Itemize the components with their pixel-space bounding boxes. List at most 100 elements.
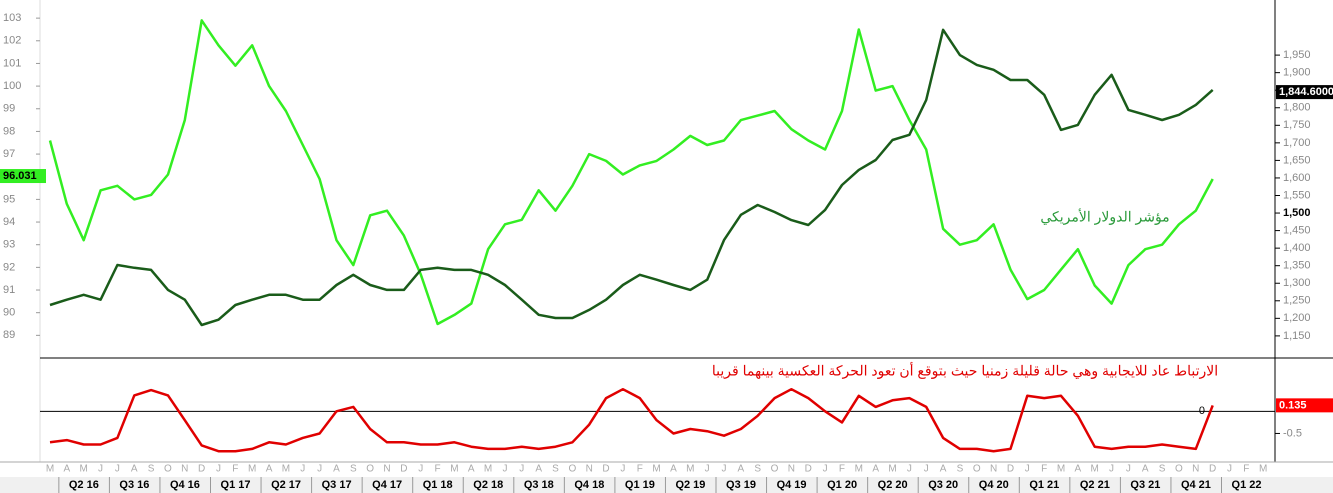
value-marker bbox=[1276, 398, 1333, 413]
y-tick-label: 102 bbox=[3, 35, 21, 47]
month-label: A bbox=[64, 464, 71, 475]
y2-tick-label: 1,150 bbox=[1283, 330, 1311, 342]
y-tick-label: 103 bbox=[3, 12, 21, 24]
value-marker-label: 0.135 bbox=[1279, 399, 1307, 411]
y-tick-label: 90 bbox=[3, 307, 15, 319]
month-label: M bbox=[888, 464, 896, 475]
month-label: A bbox=[535, 464, 542, 475]
quarter-label: Q3 20 bbox=[928, 479, 958, 491]
month-label: J bbox=[1109, 464, 1114, 475]
quarter-label: Q4 21 bbox=[1181, 479, 1211, 491]
month-label: N bbox=[788, 464, 795, 475]
month-label: O bbox=[1175, 464, 1183, 475]
month-label: J bbox=[115, 464, 120, 475]
y2-tick-label: 1,800 bbox=[1283, 102, 1311, 114]
month-label: M bbox=[282, 464, 290, 475]
month-label: J bbox=[418, 464, 423, 475]
month-label: S bbox=[552, 464, 559, 475]
y-tick-label: 91 bbox=[3, 284, 15, 296]
y2-tick-label: 1,700 bbox=[1283, 137, 1311, 149]
quarter-strip bbox=[0, 477, 1333, 493]
y2-tick-label: 1,550 bbox=[1283, 189, 1311, 201]
series-line bbox=[49, 28, 1214, 327]
month-label: J bbox=[1025, 464, 1030, 475]
quarter-label: Q3 18 bbox=[524, 479, 554, 491]
value-marker bbox=[1276, 85, 1333, 100]
value-marker-label: 96.031 bbox=[3, 170, 37, 182]
month-label: S bbox=[350, 464, 357, 475]
quarter-label: Q3 19 bbox=[726, 479, 756, 491]
month-label: F bbox=[637, 464, 643, 475]
y-tick-label: 98 bbox=[3, 125, 15, 137]
month-label: J bbox=[216, 464, 221, 475]
quarter-label: Q1 22 bbox=[1232, 479, 1262, 491]
quarter-label: Q3 17 bbox=[322, 479, 352, 491]
y2-tick-label: 1,900 bbox=[1283, 67, 1311, 79]
y-tick-label: 89 bbox=[3, 329, 15, 341]
month-label: J bbox=[1227, 464, 1232, 475]
month-label: J bbox=[705, 464, 710, 475]
y2-tick-label: 1,400 bbox=[1283, 242, 1311, 254]
y-tick-label: -0.5 bbox=[1283, 427, 1302, 439]
month-label: M bbox=[80, 464, 88, 475]
month-label: N bbox=[990, 464, 997, 475]
quarter-label: Q4 16 bbox=[170, 479, 200, 491]
series-line bbox=[49, 387, 1214, 453]
month-label: S bbox=[957, 464, 964, 475]
month-label: M bbox=[652, 464, 660, 475]
quarter-label: Q4 19 bbox=[777, 479, 807, 491]
y2-tick-label: 1,950 bbox=[1283, 49, 1311, 61]
month-label: J bbox=[907, 464, 912, 475]
month-label: A bbox=[872, 464, 879, 475]
value-marker bbox=[0, 169, 46, 184]
y-tick-label: 92 bbox=[3, 261, 15, 273]
month-label: A bbox=[266, 464, 273, 475]
quarter-label: Q1 18 bbox=[423, 479, 453, 491]
quarter-label: Q2 21 bbox=[1080, 479, 1110, 491]
month-label: D bbox=[400, 464, 407, 475]
value-marker-label: 1,844.6000 bbox=[1279, 86, 1333, 98]
month-label: J bbox=[823, 464, 828, 475]
month-label: D bbox=[198, 464, 205, 475]
month-label: F bbox=[232, 464, 238, 475]
quarter-label: Q2 18 bbox=[473, 479, 503, 491]
month-label: M bbox=[450, 464, 458, 475]
month-label: A bbox=[131, 464, 138, 475]
quarter-label: Q3 21 bbox=[1130, 479, 1160, 491]
month-label: F bbox=[434, 464, 440, 475]
month-label: A bbox=[738, 464, 745, 475]
annotation: الارتباط عاد للايجابية وهي حالة قليلة زم… bbox=[712, 361, 1218, 380]
month-label: J bbox=[502, 464, 507, 475]
month-label: N bbox=[586, 464, 593, 475]
month-label: J bbox=[722, 464, 727, 475]
quarter-label: Q1 21 bbox=[1029, 479, 1059, 491]
month-label: F bbox=[1041, 464, 1047, 475]
month-label: J bbox=[317, 464, 322, 475]
month-label: D bbox=[1209, 464, 1216, 475]
month-label: J bbox=[300, 464, 305, 475]
month-label: O bbox=[973, 464, 981, 475]
month-label: J bbox=[924, 464, 929, 475]
month-label: O bbox=[164, 464, 172, 475]
month-label: F bbox=[1243, 464, 1249, 475]
quarter-label: Q1 20 bbox=[827, 479, 857, 491]
series-line bbox=[48, 19, 1214, 326]
month-label: F bbox=[839, 464, 845, 475]
month-label: M bbox=[248, 464, 256, 475]
y2-tick-label: 1,450 bbox=[1283, 225, 1311, 237]
y-tick-label: 97 bbox=[3, 148, 15, 160]
y-tick-label: 101 bbox=[3, 57, 21, 69]
quarter-label: Q2 19 bbox=[675, 479, 705, 491]
quarter-label: Q4 17 bbox=[372, 479, 402, 491]
quarter-label: Q2 20 bbox=[878, 479, 908, 491]
y-tick-label: 95 bbox=[3, 193, 15, 205]
y2-tick-label: 1,300 bbox=[1283, 277, 1311, 289]
y2-tick-label: 1,650 bbox=[1283, 154, 1311, 166]
month-label: N bbox=[383, 464, 390, 475]
month-label: A bbox=[333, 464, 340, 475]
month-label: A bbox=[468, 464, 475, 475]
month-label: J bbox=[620, 464, 625, 475]
month-label: M bbox=[686, 464, 694, 475]
